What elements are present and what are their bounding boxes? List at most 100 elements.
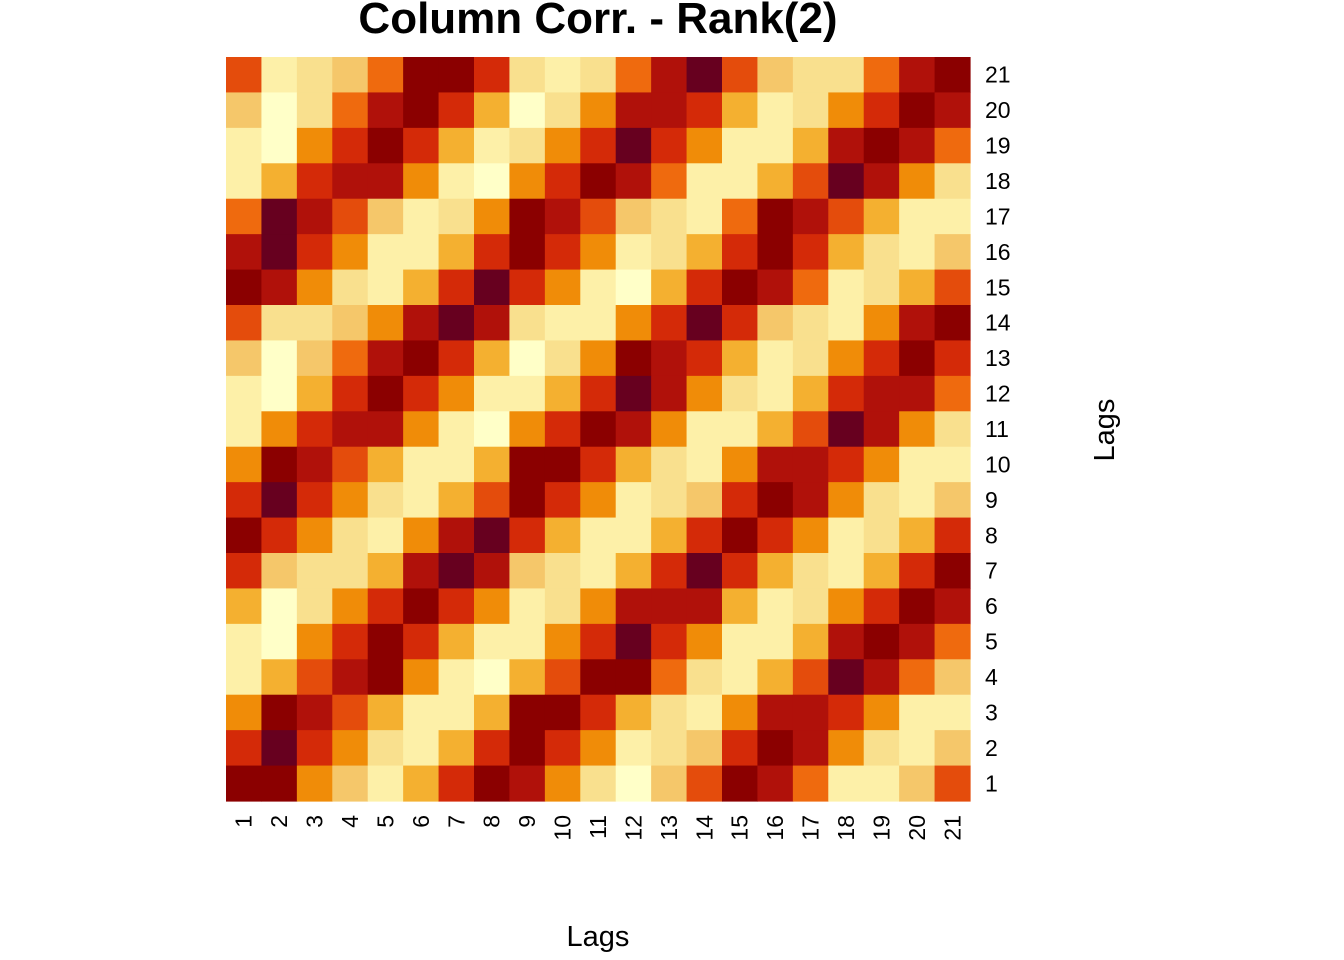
x-tick-label: 7 <box>443 815 469 828</box>
heatmap-cell <box>863 411 900 448</box>
heatmap-cell <box>332 57 369 94</box>
heatmap-cell <box>615 553 652 590</box>
heatmap-cell <box>296 411 333 448</box>
heatmap-cell <box>757 57 794 94</box>
x-tick-label: 3 <box>302 815 328 828</box>
heatmap-cell <box>403 482 440 519</box>
heatmap-cell <box>757 659 794 696</box>
heatmap-cell <box>544 269 581 306</box>
heatmap-cell <box>403 553 440 590</box>
heatmap-cell <box>544 163 581 200</box>
x-tick-labels: 1 2 3 4 5 6 7 8 9 10 11 12 13 14 15 16 17 18 19 20 21 <box>231 815 966 841</box>
heatmap-cell <box>296 553 333 590</box>
heatmap-cell <box>899 623 936 660</box>
heatmap-cell <box>651 269 688 306</box>
heatmap-cell <box>367 198 404 235</box>
heatmap-cell <box>828 269 865 306</box>
heatmap-cell <box>615 92 652 129</box>
heatmap-cell <box>792 659 829 696</box>
heatmap-cell <box>615 517 652 554</box>
heatmap-cell <box>828 623 865 660</box>
heatmap-cell <box>651 127 688 164</box>
heatmap-cells <box>226 57 971 802</box>
heatmap-cell <box>615 57 652 94</box>
heatmap-cell <box>296 694 333 731</box>
heatmap-cell <box>722 92 759 129</box>
heatmap-cell <box>651 517 688 554</box>
heatmap-cell <box>367 163 404 200</box>
heatmap-cell <box>509 269 546 306</box>
y-tick-label: 11 <box>985 416 1009 442</box>
y-tick-label: 10 <box>985 451 1011 477</box>
heatmap-cell <box>438 446 475 483</box>
heatmap-cell <box>686 553 723 590</box>
heatmap-cell <box>438 482 475 519</box>
heatmap-cell <box>438 127 475 164</box>
heatmap-cell <box>403 588 440 625</box>
heatmap-cell <box>403 127 440 164</box>
heatmap-cell <box>438 588 475 625</box>
y-tick-label: 6 <box>985 593 998 619</box>
heatmap-cell <box>757 127 794 164</box>
heatmap-cell <box>367 234 404 271</box>
heatmap-cell <box>615 446 652 483</box>
heatmap-cell <box>899 446 936 483</box>
heatmap-cell <box>509 446 546 483</box>
heatmap-cell <box>686 375 723 412</box>
y-tick-label: 15 <box>985 274 1011 300</box>
heatmap-cell <box>367 340 404 377</box>
heatmap-cell <box>403 659 440 696</box>
heatmap-cell <box>367 588 404 625</box>
heatmap-cell <box>438 659 475 696</box>
heatmap-cell <box>792 234 829 271</box>
x-tick-label: 4 <box>337 815 363 828</box>
heatmap-cell <box>296 234 333 271</box>
heatmap-cell <box>544 659 581 696</box>
heatmap-cell <box>332 588 369 625</box>
heatmap-cell <box>863 92 900 129</box>
heatmap-cell <box>863 127 900 164</box>
heatmap-cell <box>544 127 581 164</box>
heatmap-cell <box>863 623 900 660</box>
heatmap-cell <box>722 446 759 483</box>
heatmap-cell <box>544 482 581 519</box>
heatmap-cell <box>615 234 652 271</box>
heatmap-cell <box>367 517 404 554</box>
heatmap-cell <box>757 340 794 377</box>
heatmap-cell <box>828 659 865 696</box>
heatmap-cell <box>934 92 971 129</box>
heatmap-cell <box>509 127 546 164</box>
heatmap-cell <box>509 411 546 448</box>
heatmap-cell <box>296 588 333 625</box>
heatmap-cell <box>261 340 298 377</box>
heatmap-cell <box>367 127 404 164</box>
heatmap-cell <box>509 57 546 94</box>
heatmap-cell <box>296 659 333 696</box>
heatmap-cell <box>580 198 617 235</box>
heatmap-cell <box>580 482 617 519</box>
heatmap-cell <box>792 340 829 377</box>
heatmap-cell <box>580 127 617 164</box>
heatmap-cell <box>828 553 865 590</box>
heatmap-cell <box>296 482 333 519</box>
heatmap-cell <box>792 269 829 306</box>
heatmap-cell <box>934 340 971 377</box>
heatmap-cell <box>296 269 333 306</box>
heatmap-cell <box>651 411 688 448</box>
heatmap-cell <box>757 694 794 731</box>
heatmap-cell <box>509 588 546 625</box>
heatmap-cell <box>474 694 511 731</box>
heatmap-cell <box>226 694 263 731</box>
heatmap-cell <box>828 57 865 94</box>
heatmap-cell <box>509 659 546 696</box>
heatmap-cell <box>332 127 369 164</box>
heatmap-cell <box>934 269 971 306</box>
heatmap-cell <box>261 553 298 590</box>
heatmap-cell <box>757 482 794 519</box>
heatmap-cell <box>474 411 511 448</box>
heatmap-cell <box>934 57 971 94</box>
heatmap-cell <box>722 588 759 625</box>
heatmap-cell <box>332 446 369 483</box>
heatmap-cell <box>296 730 333 767</box>
heatmap-cell <box>828 234 865 271</box>
